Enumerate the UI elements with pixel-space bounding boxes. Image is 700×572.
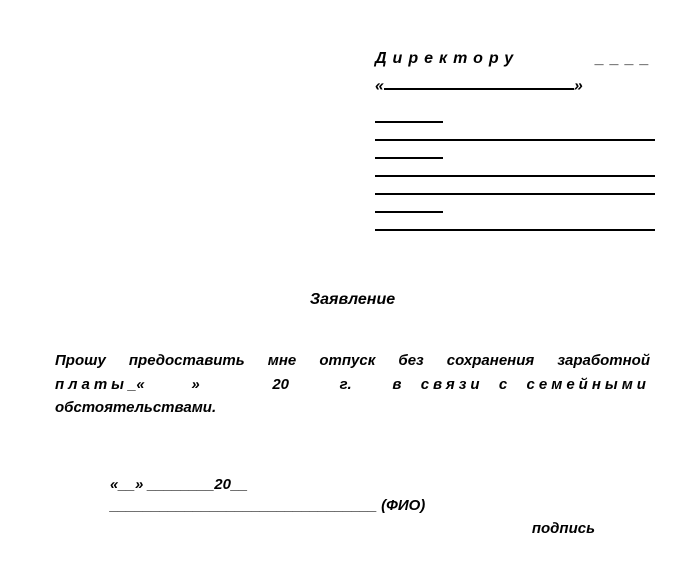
date-row: «__» ________20__	[110, 474, 650, 495]
addressee-line: Директору ____	[375, 50, 655, 68]
body-line2-prefix: платы	[55, 376, 128, 393]
blank-line-full[interactable]	[375, 193, 655, 195]
to-trailing-blank: ____	[595, 50, 655, 68]
body-line2-open-quote: «	[136, 376, 144, 393]
footer-block: «__» ________20__ ______________________…	[55, 474, 650, 537]
blank-line-row	[375, 213, 655, 231]
body-line-1: Прошу предоставить мне отпуск без сохран…	[55, 349, 650, 372]
document-page: Директору ____ «» Заявление Прошу предос…	[0, 0, 700, 572]
fio-row: ________________________________ (ФИО)	[110, 495, 650, 516]
to-label: Директору	[375, 50, 519, 67]
blank-line-row	[375, 141, 655, 159]
date-year-blank[interactable]: 20__	[214, 476, 247, 493]
body-line2-year-unit: г.	[340, 376, 352, 393]
signature-row: подпись	[110, 520, 650, 537]
body-text: Прошу предоставить мне отпуск без сохран…	[55, 349, 650, 419]
blank-line-full[interactable]	[375, 175, 655, 177]
org-name-quoted-blank: «»	[375, 74, 655, 95]
blank-line-row	[375, 123, 655, 141]
blank-line-row	[375, 159, 655, 177]
body-line-3: обстоятельствами.	[55, 396, 650, 419]
blank-line-row	[375, 195, 655, 213]
blank-line-row	[375, 105, 655, 123]
blank-line-short[interactable]	[375, 157, 443, 159]
fio-blank[interactable]: ________________________________	[110, 497, 377, 514]
open-quote: «	[375, 77, 384, 94]
body-line2-close-quote: »	[191, 376, 199, 393]
body-line2-tail: в связи с семейными	[392, 376, 650, 393]
body-line2-year-prefix: 20	[272, 376, 289, 393]
close-quote: »	[574, 77, 583, 94]
signature-label: подпись	[532, 520, 595, 537]
addressee-blank-lines	[375, 105, 655, 231]
document-title: Заявление	[55, 291, 650, 309]
org-name-blank[interactable]	[384, 74, 574, 90]
blank-line-full[interactable]	[375, 139, 655, 141]
date-month-blank[interactable]: ________	[148, 476, 215, 493]
blank-line-row	[375, 177, 655, 195]
blank-line-full[interactable]	[375, 229, 655, 231]
body-line-2: платы_« » 20 г. в связи с семейными	[55, 373, 650, 396]
blank-line-short[interactable]	[375, 121, 443, 123]
blank-line-short[interactable]	[375, 211, 443, 213]
addressee-block: Директору ____ «»	[375, 50, 655, 231]
fio-label: (ФИО)	[381, 497, 425, 514]
date-day-blank[interactable]: «__»	[110, 476, 143, 493]
